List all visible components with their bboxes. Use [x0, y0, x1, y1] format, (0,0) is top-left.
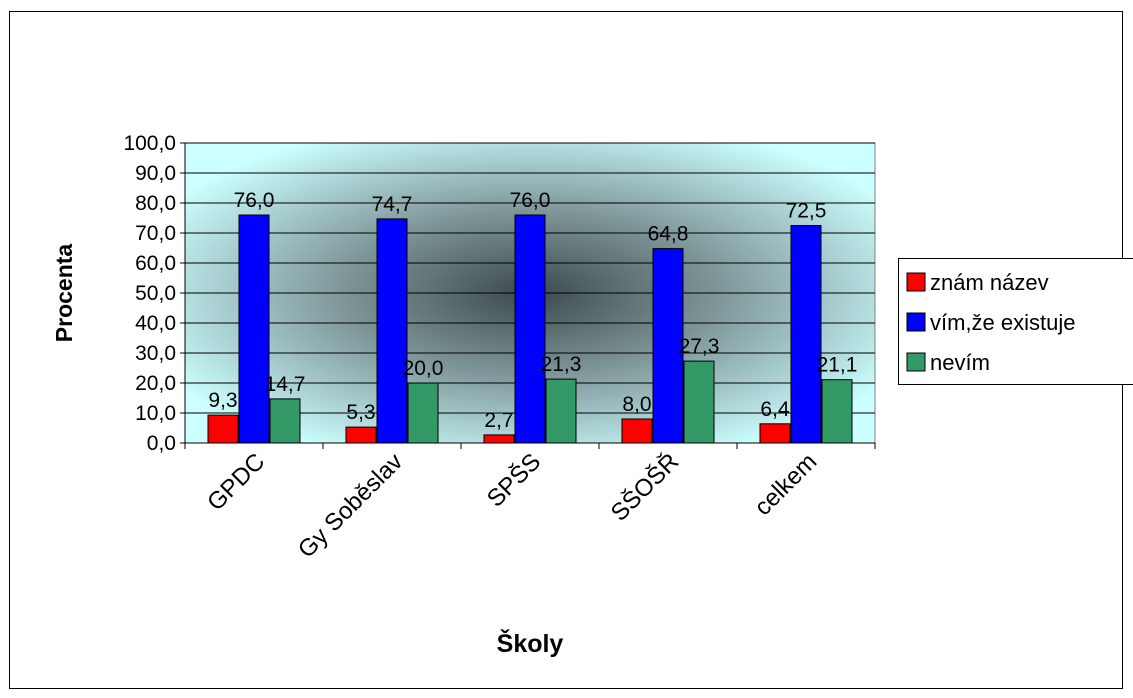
- legend-label: znám název: [930, 270, 1049, 295]
- data-label: 21,1: [817, 354, 858, 377]
- data-label: 64,8: [648, 223, 689, 246]
- bar: [791, 226, 821, 444]
- data-label: 20,0: [403, 357, 444, 380]
- data-label: 76,0: [510, 189, 551, 212]
- y-tick-label: 0,0: [147, 432, 176, 455]
- y-tick-label: 40,0: [135, 312, 176, 335]
- y-tick-label: 100,0: [123, 132, 176, 155]
- bar: [239, 215, 269, 443]
- bar: [377, 219, 407, 443]
- bar: [684, 361, 714, 443]
- bar: [408, 383, 438, 443]
- bar: [346, 427, 376, 443]
- bar: [822, 380, 852, 443]
- data-label: 14,7: [265, 373, 306, 396]
- x-axis-title: Školy: [497, 628, 564, 658]
- data-label: 6,4: [760, 398, 790, 421]
- data-label: 27,3: [679, 335, 720, 358]
- data-label: 21,3: [541, 353, 582, 376]
- y-tick-label: 10,0: [135, 402, 176, 425]
- data-label: 2,7: [484, 409, 513, 432]
- data-label: 8,0: [622, 393, 651, 416]
- data-label: 9,3: [208, 389, 237, 412]
- legend-label: nevím: [930, 350, 990, 375]
- legend-swatch: [907, 353, 925, 371]
- bar: [760, 424, 790, 443]
- data-label: 5,3: [346, 401, 375, 424]
- data-label: 72,5: [786, 200, 827, 223]
- y-tick-label: 30,0: [135, 342, 176, 365]
- y-tick-label: 70,0: [135, 222, 176, 245]
- bar: [622, 419, 652, 443]
- legend-swatch: [907, 313, 925, 331]
- bar: [546, 379, 576, 443]
- bar: [270, 399, 300, 443]
- y-tick-label: 60,0: [135, 252, 176, 275]
- y-tick-label: 50,0: [135, 282, 176, 305]
- y-tick-label: 90,0: [135, 162, 176, 185]
- data-label: 76,0: [234, 189, 275, 212]
- y-axis-title: Procenta: [51, 244, 77, 343]
- bar: [515, 215, 545, 443]
- bar: [484, 435, 514, 443]
- bar: [208, 415, 238, 443]
- legend-swatch: [907, 273, 925, 291]
- y-tick-label: 80,0: [135, 192, 176, 215]
- data-label: 74,7: [372, 193, 413, 216]
- legend-label: vím,že existuje: [930, 310, 1076, 335]
- y-tick-label: 20,0: [135, 372, 176, 395]
